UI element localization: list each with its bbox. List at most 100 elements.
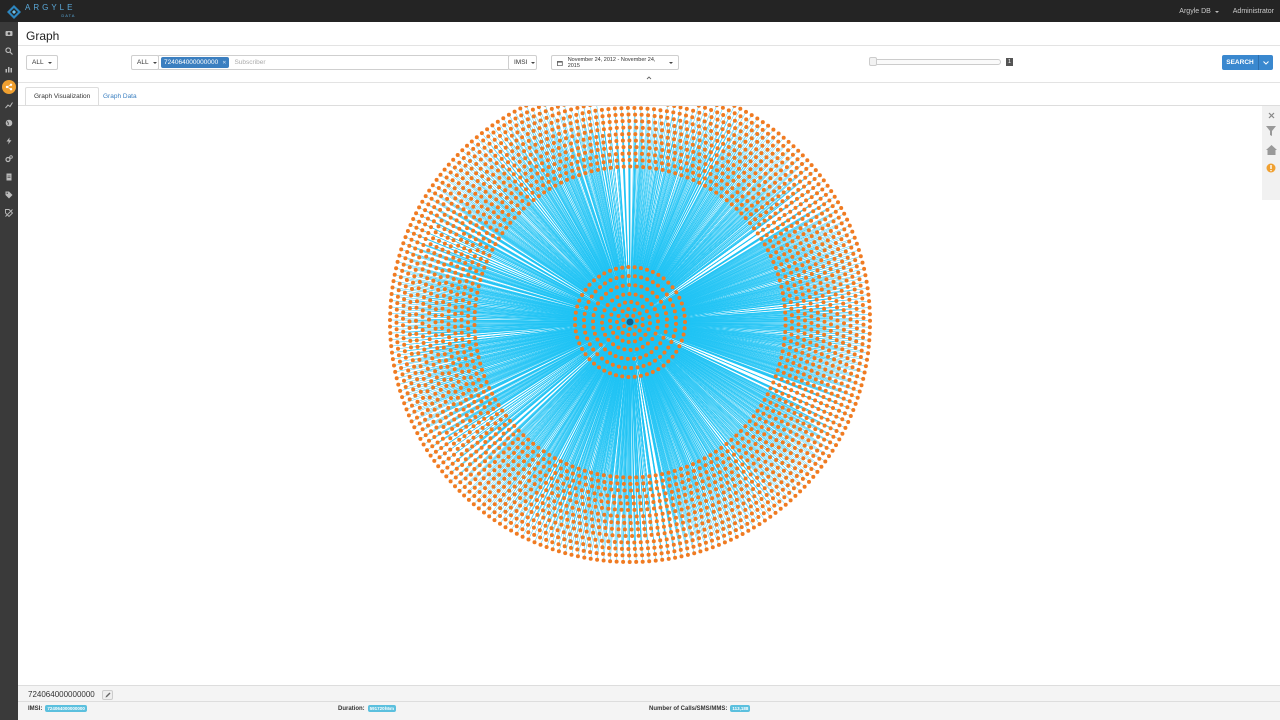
- graph-node: [587, 116, 592, 121]
- info-icon[interactable]: [1262, 159, 1280, 177]
- graph-node: [492, 189, 497, 194]
- search-input[interactable]: [234, 59, 505, 66]
- graph-node: [659, 134, 664, 139]
- graph-node: [491, 172, 496, 177]
- graph-node: [697, 466, 702, 471]
- close-icon[interactable]: [1262, 106, 1280, 124]
- graph-node: [477, 186, 482, 191]
- graph-node: [776, 424, 781, 429]
- globe-icon[interactable]: [0, 115, 18, 131]
- graph-node: [395, 259, 400, 264]
- graph-node: [755, 132, 760, 136]
- graph-node: [447, 268, 452, 273]
- tab-graph-data[interactable]: Graph Data: [103, 93, 137, 100]
- depth-slider-handle[interactable]: [869, 57, 877, 66]
- graph-node: [783, 310, 788, 315]
- graph-node: [388, 331, 393, 336]
- graph-node: [482, 405, 487, 410]
- graph-node: [635, 488, 640, 493]
- graph-visualization[interactable]: [18, 106, 1262, 685]
- graph-node: [538, 470, 543, 475]
- chevron-down-icon: [47, 61, 52, 64]
- graph-node: [460, 176, 465, 181]
- graph-node: [663, 329, 668, 334]
- depth-slider[interactable]: [871, 59, 1001, 65]
- graph-node: [851, 251, 856, 256]
- graph-node: [469, 196, 474, 201]
- graph-node: [649, 526, 653, 531]
- graph-node: [427, 188, 432, 193]
- graph-node: [506, 160, 510, 165]
- graph-node: [666, 550, 670, 555]
- graph-node: [478, 217, 482, 222]
- graph-node: [799, 286, 804, 291]
- graph-node: [439, 233, 444, 237]
- graph-node: [527, 463, 532, 468]
- search-options-dropdown[interactable]: [1259, 60, 1273, 65]
- graph-node: [587, 543, 592, 548]
- graph-node: [632, 265, 637, 270]
- search-icon[interactable]: [0, 43, 18, 59]
- bar-chart-icon[interactable]: [0, 61, 18, 77]
- graph-node: [417, 357, 422, 362]
- graph-node: [825, 283, 830, 288]
- graph-node: [546, 511, 551, 515]
- share-graph-icon[interactable]: [0, 79, 18, 95]
- graph-node: [491, 130, 496, 135]
- graph-node: [589, 294, 594, 299]
- collapse-toolbar-icon[interactable]: [645, 75, 653, 81]
- graph-node: [626, 508, 630, 512]
- graph-node: [847, 262, 852, 266]
- graph-node: [807, 203, 812, 208]
- bolt-icon[interactable]: [0, 133, 18, 149]
- close-icon[interactable]: ✕: [222, 59, 227, 66]
- graph-node: [661, 518, 666, 523]
- search-token[interactable]: 724064000000000 ✕: [161, 57, 230, 68]
- graph-node: [468, 472, 473, 477]
- graph-node: [744, 109, 748, 114]
- graph-node: [824, 445, 829, 450]
- graph-node: [834, 414, 839, 419]
- graph-node: [520, 527, 525, 532]
- graph-node: [673, 555, 678, 560]
- cogs-icon[interactable]: [0, 151, 18, 167]
- graph-node: [448, 296, 453, 301]
- graph-node: [722, 533, 727, 538]
- graph-node: [633, 292, 638, 297]
- graph-node: [432, 407, 437, 412]
- graph-node: [480, 271, 485, 276]
- graph-node: [779, 231, 783, 236]
- tag-off-icon[interactable]: [0, 205, 18, 221]
- graph-node: [501, 431, 506, 436]
- scope-dropdown[interactable]: ALL: [26, 55, 58, 70]
- id-type-dropdown[interactable]: IMSI: [508, 55, 537, 70]
- graph-node: [460, 337, 465, 342]
- subscriber-search[interactable]: 724064000000000 ✕: [158, 55, 509, 70]
- search-scope-dropdown[interactable]: ALL: [131, 55, 159, 70]
- filter-icon[interactable]: [1262, 122, 1280, 140]
- line-chart-icon[interactable]: [0, 97, 18, 113]
- graph-node: [469, 166, 474, 171]
- calls-count-field: Number of Calls/SMS/MMS: 113,188: [649, 705, 751, 712]
- home-icon[interactable]: [1262, 141, 1280, 159]
- db-menu[interactable]: Argyle DB: [1179, 8, 1219, 15]
- logo[interactable]: ARGYLE DATA: [7, 3, 75, 19]
- graph-node: [744, 483, 749, 488]
- graph-canvas[interactable]: [18, 106, 1262, 685]
- dashboard-icon[interactable]: [0, 25, 18, 41]
- user-menu[interactable]: Administrator: [1232, 7, 1274, 15]
- graph-node: [857, 361, 862, 366]
- tags-icon[interactable]: [0, 187, 18, 203]
- graph-node: [751, 195, 756, 200]
- date-range-picker[interactable]: November 24, 2012 - November 24, 2015: [551, 55, 679, 70]
- graph-node: [846, 349, 851, 354]
- graph-node: [633, 324, 638, 329]
- graph-node: [784, 227, 789, 232]
- graph-node: [601, 558, 606, 563]
- graph-node: [459, 330, 464, 335]
- tab-graph-visualization[interactable]: Graph Visualization: [25, 87, 100, 106]
- search-button[interactable]: SEARCH: [1222, 55, 1273, 70]
- document-icon[interactable]: [0, 169, 18, 185]
- edit-button[interactable]: [102, 690, 113, 700]
- graph-node: [430, 444, 435, 449]
